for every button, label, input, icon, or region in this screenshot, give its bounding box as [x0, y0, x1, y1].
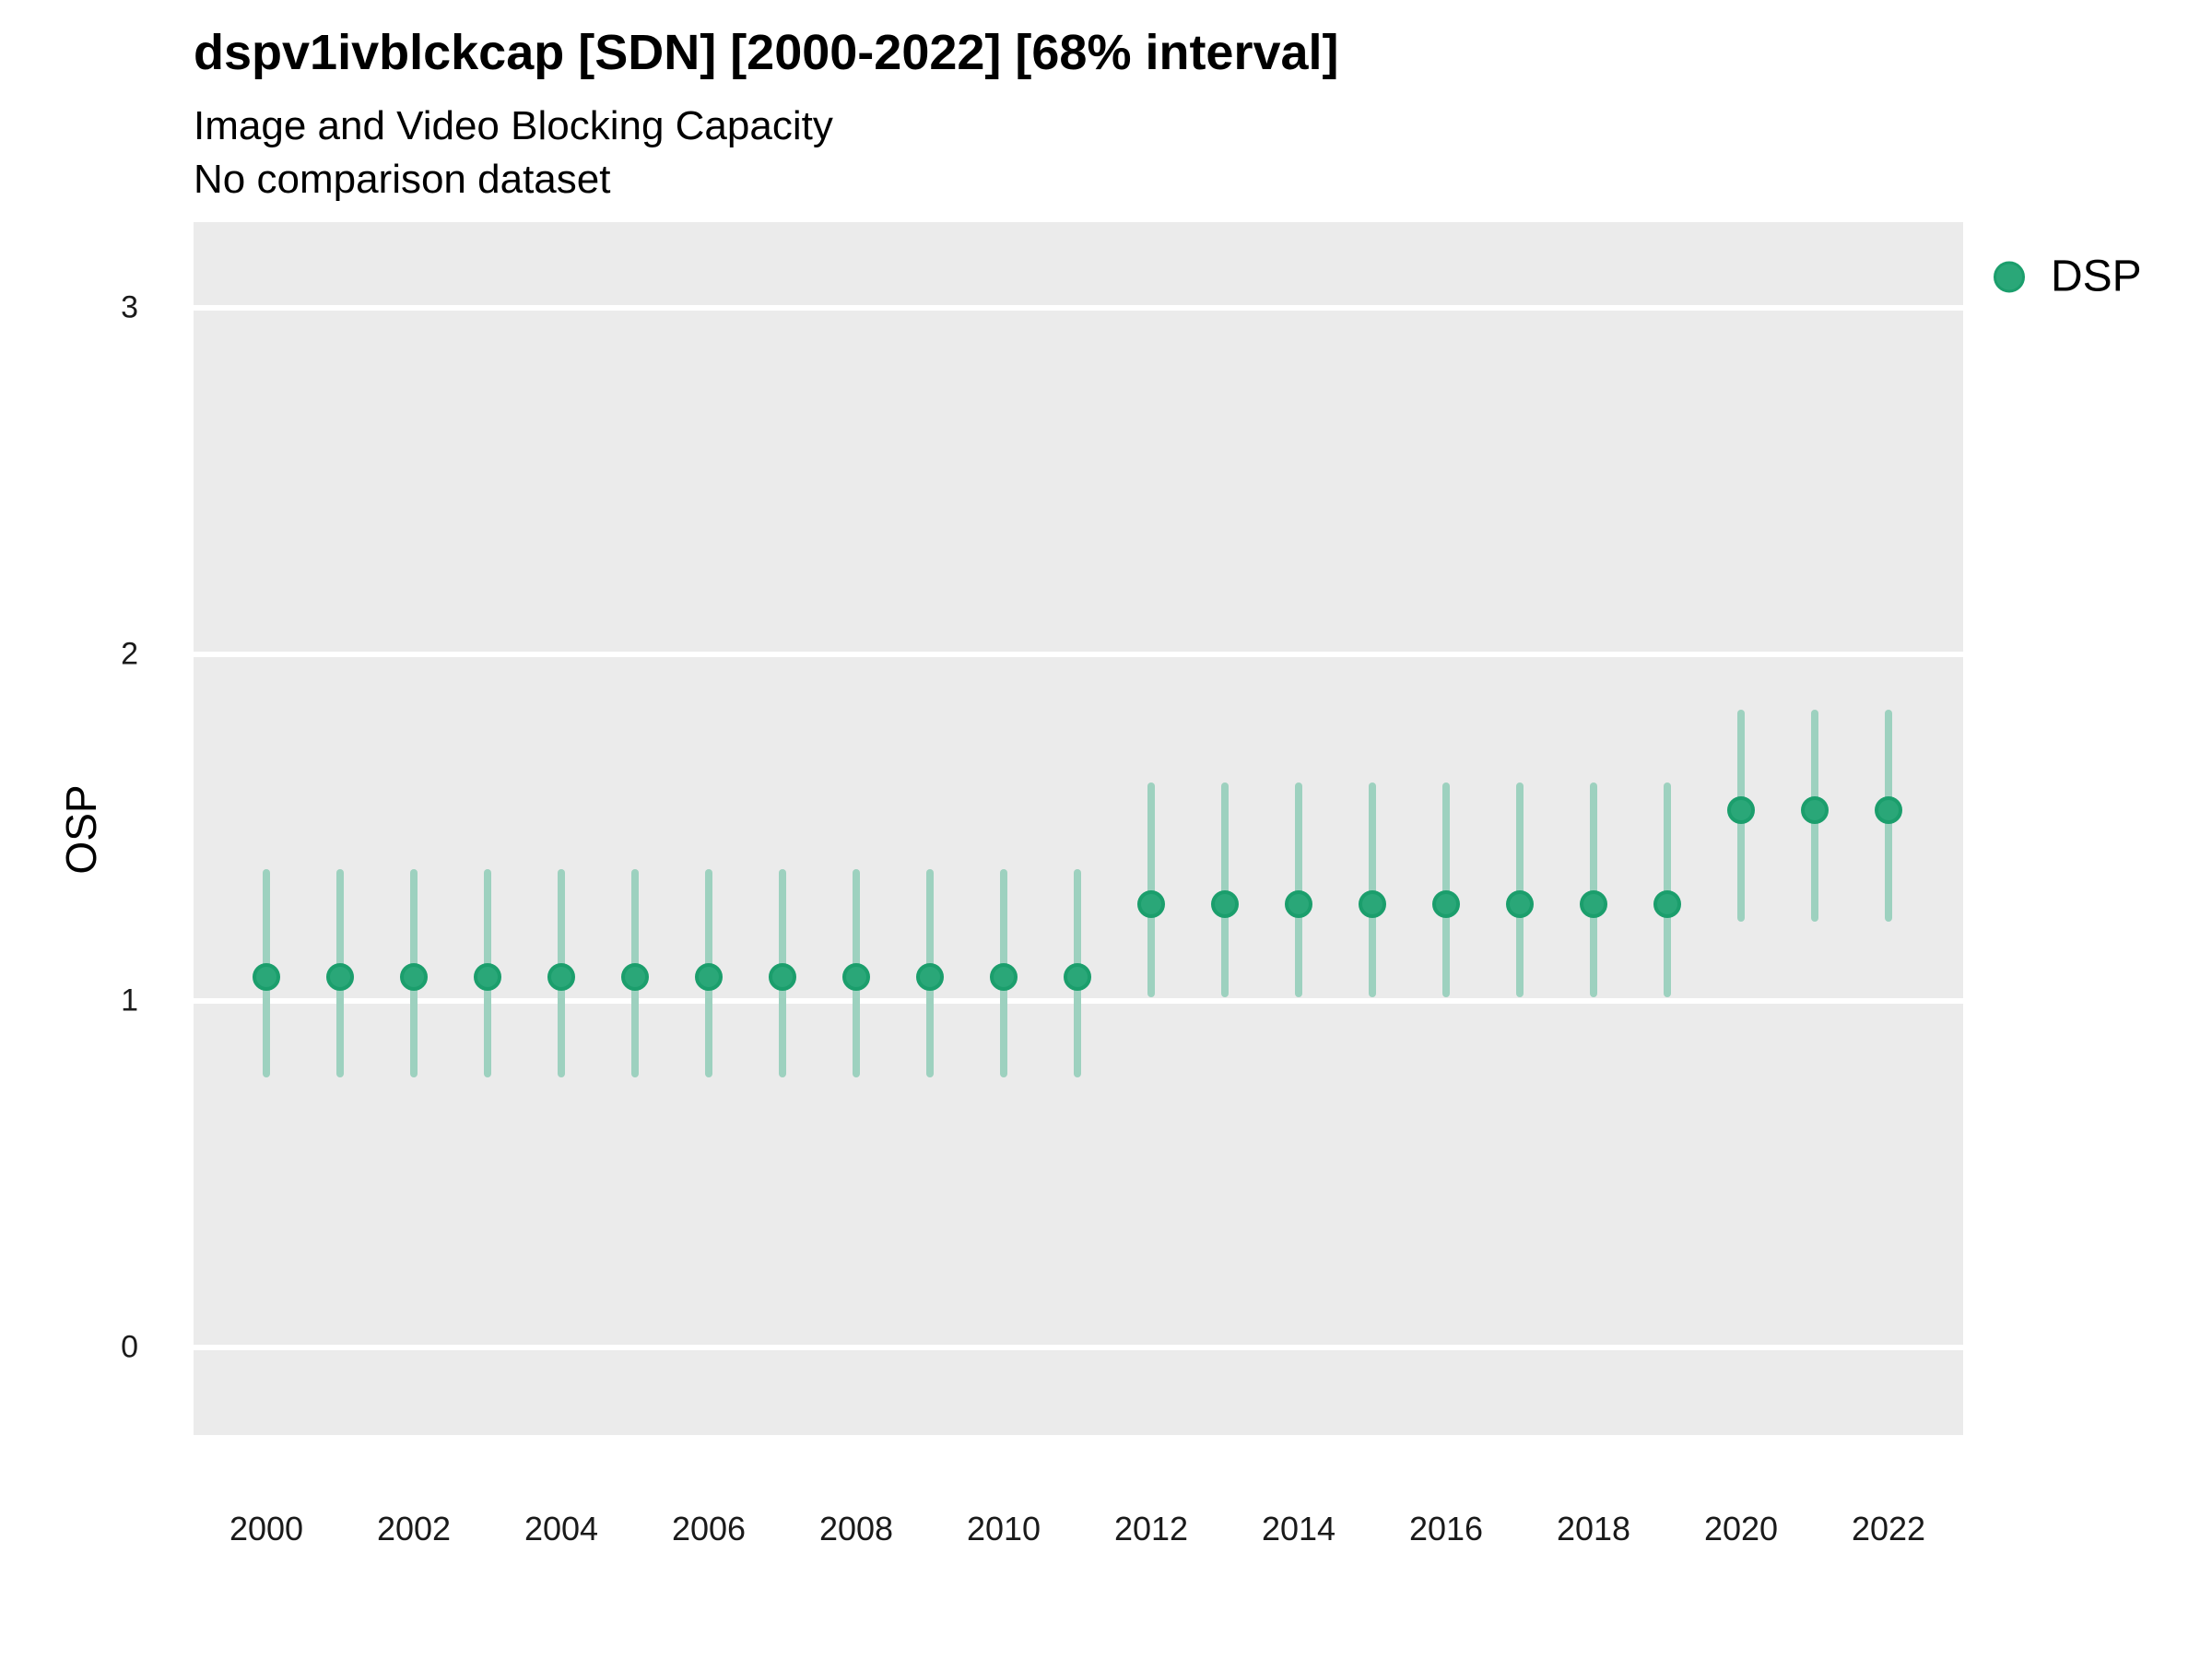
point-2007 — [769, 962, 796, 991]
chart-note: No comparison dataset — [194, 157, 611, 202]
y-tick-0: 0 — [121, 1329, 138, 1365]
point-2000 — [253, 962, 280, 991]
point-2021 — [1801, 796, 1829, 825]
x-tick-2016: 2016 — [1408, 1510, 1484, 1547]
point-2018 — [1580, 889, 1607, 918]
point-2006 — [695, 962, 723, 991]
gridline-y-2 — [194, 652, 1963, 657]
x-tick-2014: 2014 — [1261, 1510, 1336, 1547]
point-2008 — [842, 962, 870, 991]
legend-label: DSP — [2051, 252, 2142, 301]
y-tick-2: 2 — [121, 636, 138, 672]
point-2001 — [326, 962, 354, 991]
y-tick-3: 3 — [121, 289, 138, 325]
x-tick-2006: 2006 — [671, 1510, 747, 1547]
point-2003 — [474, 962, 501, 991]
point-2012 — [1137, 889, 1165, 918]
point-2005 — [621, 962, 649, 991]
legend-point-icon — [1994, 261, 2025, 292]
x-tick-2010: 2010 — [966, 1510, 1041, 1547]
interval-2019 — [1664, 782, 1671, 998]
interval-2014 — [1295, 782, 1302, 998]
point-2002 — [400, 962, 428, 991]
point-2016 — [1432, 889, 1460, 918]
interval-2015 — [1369, 782, 1376, 998]
x-tick-2022: 2022 — [1851, 1510, 1926, 1547]
interval-2018 — [1590, 782, 1597, 998]
chart-subtitle: Image and Video Blocking Capacity — [194, 103, 833, 148]
gridline-y-0 — [194, 1345, 1963, 1350]
x-tick-2000: 2000 — [229, 1510, 304, 1547]
interval-2013 — [1221, 782, 1229, 998]
x-tick-2004: 2004 — [524, 1510, 599, 1547]
plot-panel — [194, 222, 1963, 1435]
y-tick-1: 1 — [121, 982, 138, 1018]
chart-title: dspv1ivblckcap [SDN] [2000-2022] [68% in… — [194, 25, 1339, 80]
interval-2012 — [1147, 782, 1155, 998]
gridline-y-3 — [194, 305, 1963, 311]
point-2020 — [1727, 796, 1755, 825]
x-tick-2002: 2002 — [376, 1510, 452, 1547]
point-2011 — [1064, 962, 1091, 991]
legend: DSP — [1994, 252, 2142, 302]
y-axis-title: OSP — [57, 784, 105, 875]
interval-2017 — [1516, 782, 1524, 998]
point-2004 — [547, 962, 575, 991]
x-tick-2020: 2020 — [1703, 1510, 1779, 1547]
interval-2016 — [1442, 782, 1450, 998]
point-2015 — [1359, 889, 1386, 918]
x-tick-2008: 2008 — [818, 1510, 894, 1547]
point-2013 — [1211, 889, 1239, 918]
point-2010 — [990, 962, 1018, 991]
x-tick-2012: 2012 — [1113, 1510, 1189, 1547]
point-2019 — [1653, 889, 1681, 918]
x-tick-2018: 2018 — [1556, 1510, 1631, 1547]
point-2009 — [916, 962, 944, 991]
point-2022 — [1875, 796, 1902, 825]
point-2014 — [1285, 889, 1312, 918]
point-2017 — [1506, 889, 1534, 918]
